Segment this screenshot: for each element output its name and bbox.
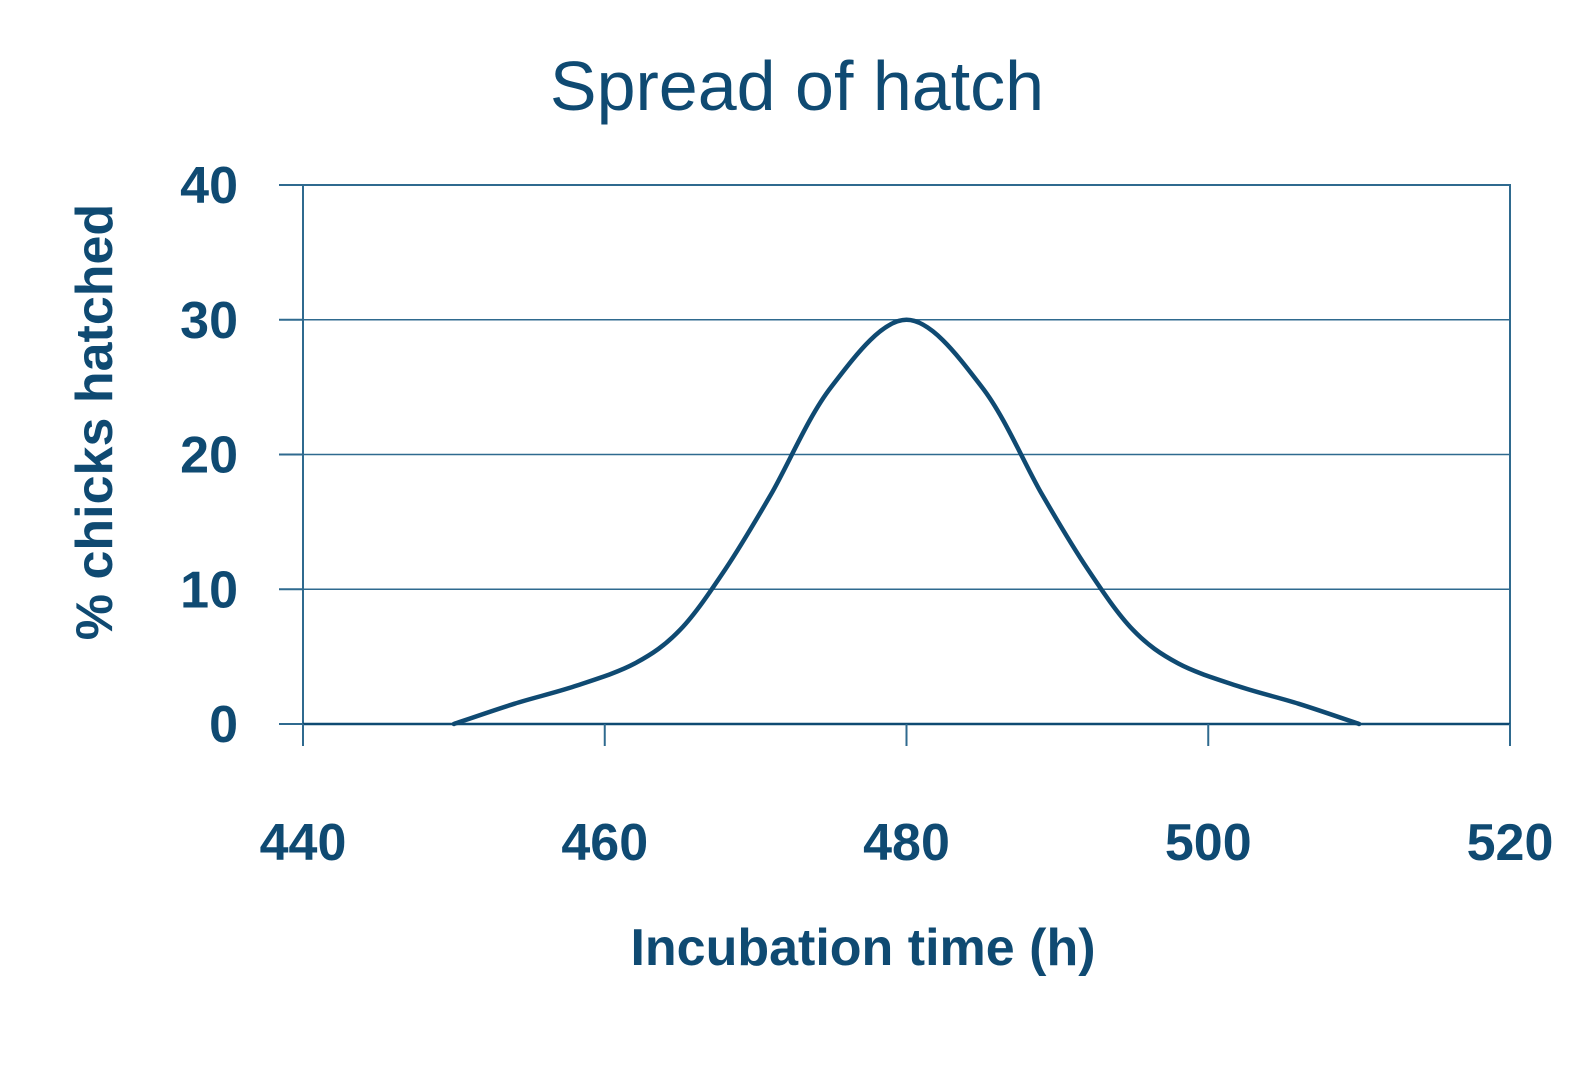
chart-title: Spread of hatch	[550, 47, 1044, 125]
y-tick-label-0: 0	[209, 696, 238, 754]
x-tick-label-520: 520	[1467, 814, 1554, 872]
x-tick-label-480: 480	[863, 814, 950, 872]
y-axis-label: % chicks hatched	[66, 204, 124, 640]
series-line-0	[451, 317, 1362, 727]
y-tick-label-40: 40	[180, 157, 238, 215]
y-tick-label-20: 20	[180, 427, 238, 485]
plot-area: 0 10 20 30 40 440 460 480 500 520	[180, 157, 1553, 872]
x-tick-label-440: 440	[260, 814, 347, 872]
y-tick-label-30: 30	[180, 292, 238, 350]
x-tick-label-460: 460	[561, 814, 648, 872]
x-tick-label-500: 500	[1165, 814, 1252, 872]
x-axis-label: Incubation time (h)	[630, 919, 1095, 977]
y-tick-label-10: 10	[180, 561, 238, 619]
